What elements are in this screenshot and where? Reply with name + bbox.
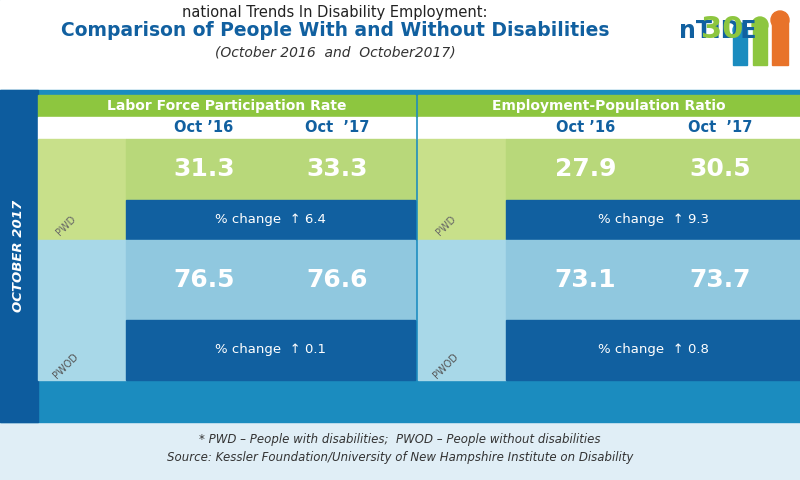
- Text: * PWD – People with disabilities;  PWOD – People without disabilities: * PWD – People with disabilities; PWOD –…: [199, 433, 601, 446]
- Text: PWOD: PWOD: [432, 351, 461, 381]
- Text: Oct ’16: Oct ’16: [174, 120, 234, 135]
- Bar: [753, 25, 767, 65]
- Bar: [126, 320, 415, 380]
- Text: 73.1: 73.1: [554, 268, 616, 292]
- Text: OCTOBER 2017: OCTOBER 2017: [13, 200, 26, 312]
- Text: 76.5: 76.5: [174, 268, 234, 292]
- Text: % change  ↑ 6.4: % change ↑ 6.4: [215, 214, 326, 227]
- Text: 73.7: 73.7: [690, 268, 751, 292]
- Bar: [418, 139, 506, 240]
- Bar: [38, 139, 126, 240]
- Text: 33.3: 33.3: [306, 157, 368, 181]
- Text: Source: Kessler Foundation/University of New Hampshire Institute on Disability: Source: Kessler Foundation/University of…: [167, 452, 633, 465]
- Text: Oct  ’17: Oct ’17: [305, 120, 369, 135]
- Bar: [38, 117, 415, 139]
- Text: nTIDE: nTIDE: [679, 19, 757, 43]
- Bar: [126, 139, 415, 200]
- Bar: [38, 240, 126, 380]
- Text: 30: 30: [701, 15, 743, 45]
- Bar: [506, 200, 800, 240]
- Bar: [733, 30, 747, 65]
- Circle shape: [752, 17, 768, 33]
- Bar: [506, 320, 800, 380]
- Text: 30.5: 30.5: [690, 157, 751, 181]
- Bar: [126, 200, 415, 240]
- Text: national Trends In Disability Employment:: national Trends In Disability Employment…: [182, 4, 488, 20]
- Text: PWOD: PWOD: [52, 351, 81, 381]
- Text: PWD: PWD: [54, 214, 78, 238]
- Text: Employment-Population Ratio: Employment-Population Ratio: [492, 99, 726, 113]
- Bar: [418, 117, 800, 139]
- Bar: [0, 90, 800, 422]
- Text: 76.6: 76.6: [306, 268, 368, 292]
- Bar: [0, 422, 800, 480]
- Bar: [772, 20, 788, 65]
- Bar: [0, 0, 800, 90]
- Bar: [126, 240, 415, 320]
- Text: 31.3: 31.3: [174, 157, 235, 181]
- Text: Oct ’16: Oct ’16: [556, 120, 615, 135]
- Text: PWD: PWD: [434, 214, 458, 238]
- Text: 27.9: 27.9: [554, 157, 616, 181]
- Circle shape: [771, 11, 789, 29]
- Bar: [418, 240, 506, 380]
- Bar: [506, 139, 800, 200]
- Text: % change  ↑ 0.8: % change ↑ 0.8: [598, 344, 709, 357]
- Circle shape: [733, 23, 747, 37]
- Text: (October 2016  and  October2017): (October 2016 and October2017): [214, 45, 455, 59]
- Bar: [0, 90, 38, 422]
- Text: % change  ↑ 9.3: % change ↑ 9.3: [598, 214, 709, 227]
- Bar: [506, 240, 800, 320]
- Text: Oct  ’17: Oct ’17: [689, 120, 753, 135]
- Bar: [38, 95, 415, 117]
- Bar: [418, 95, 800, 117]
- Text: Labor Force Participation Rate: Labor Force Participation Rate: [106, 99, 346, 113]
- Text: % change  ↑ 0.1: % change ↑ 0.1: [215, 344, 326, 357]
- Text: Comparison of People With and Without Disabilities: Comparison of People With and Without Di…: [61, 22, 610, 40]
